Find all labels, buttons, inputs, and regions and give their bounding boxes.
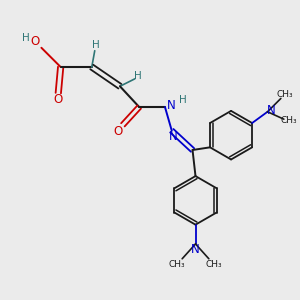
Text: CH₃: CH₃ xyxy=(281,116,298,125)
Text: N: N xyxy=(267,104,275,117)
Text: O: O xyxy=(54,93,63,106)
Text: CH₃: CH₃ xyxy=(276,90,293,99)
Text: N: N xyxy=(191,243,200,256)
Text: N: N xyxy=(169,130,178,142)
Text: O: O xyxy=(113,125,122,138)
Text: H: H xyxy=(22,33,30,43)
Text: CH₃: CH₃ xyxy=(206,260,223,269)
Text: H: H xyxy=(134,71,142,81)
Text: H: H xyxy=(92,40,100,50)
Text: CH₃: CH₃ xyxy=(169,260,185,269)
Text: H: H xyxy=(179,94,187,105)
Text: N: N xyxy=(167,99,176,112)
Text: O: O xyxy=(30,35,40,48)
